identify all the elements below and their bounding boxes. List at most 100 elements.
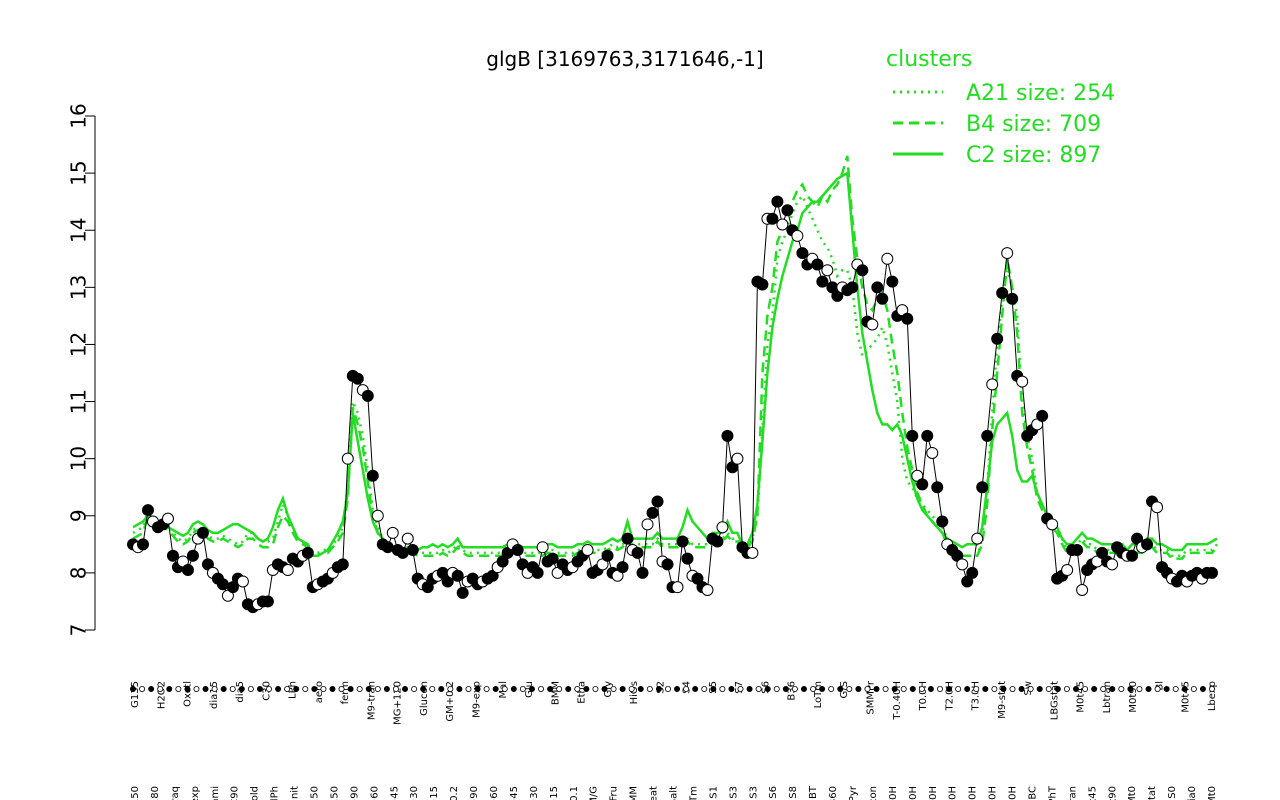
x-marker [955, 686, 962, 693]
x-marker [157, 686, 164, 693]
x-marker [374, 686, 381, 693]
x-marker [610, 686, 617, 693]
x-marker [1154, 686, 1161, 693]
x-marker [601, 686, 608, 693]
x-marker [492, 686, 499, 693]
x-marker [737, 686, 744, 693]
x-marker [973, 686, 980, 693]
x-marker [1181, 686, 1188, 693]
x-marker [275, 686, 282, 693]
x-marker [302, 686, 309, 693]
legend-label: A21 size: 254 [966, 81, 1115, 106]
data-point [371, 509, 384, 522]
data-point [811, 258, 824, 271]
x-marker [365, 686, 372, 693]
data-point [721, 429, 734, 442]
data-point [671, 581, 684, 594]
data-point [816, 275, 829, 288]
x-tick-label: M40t90 [1107, 786, 1118, 800]
x-marker [683, 686, 690, 693]
x-tick-label: MG+45 [389, 786, 400, 800]
x-marker [1209, 686, 1216, 693]
data-point [236, 575, 249, 588]
x-tick-label: T-0.40H [908, 786, 919, 800]
x-marker [238, 686, 245, 693]
x-tick-label: Lbstat [1147, 786, 1158, 800]
x-marker [1036, 686, 1043, 693]
data-point [971, 532, 984, 545]
data-point [181, 564, 194, 577]
x-tick-label: Oxctl [183, 681, 194, 707]
data-point [1036, 409, 1049, 422]
y-tick-label: 10 [67, 446, 91, 471]
data-point [1206, 566, 1218, 579]
data-point [581, 544, 594, 557]
x-marker [1027, 686, 1034, 693]
x-tick-label: MG+15 [429, 786, 440, 800]
x-tick-label: T-1.40H [888, 786, 899, 800]
x-tick-label: MG+60 [369, 786, 380, 800]
x-marker [1127, 686, 1134, 693]
x-marker [256, 686, 263, 693]
x-tick-label: S1 [708, 786, 719, 799]
x-tick-label: LBGexp [190, 786, 201, 800]
data-point [821, 264, 834, 277]
data-point [1106, 558, 1119, 571]
x-marker [628, 686, 635, 693]
x-tick-label: T-0.40H [892, 681, 903, 721]
x-tick-label: LBGtran [1067, 786, 1078, 800]
x-marker [918, 686, 925, 693]
x-marker [692, 686, 699, 693]
x-tick-label: GM+15 [549, 786, 560, 800]
x-tick-label: MG+30 [409, 786, 420, 800]
data-point [781, 204, 794, 217]
y-tick-label: 8 [67, 567, 91, 580]
data-point [856, 264, 869, 277]
x-tick-label: GM+30 [529, 786, 540, 800]
x-marker [873, 686, 880, 693]
data-point [871, 281, 884, 294]
x-marker [1000, 686, 1007, 693]
legend-label: C2 size: 897 [966, 143, 1101, 168]
y-tick-label: 15 [67, 160, 91, 185]
x-tick-label: T5.0H [1008, 786, 1019, 800]
x-marker [1199, 686, 1206, 693]
x-tick-label: nit [290, 786, 301, 799]
x-tick-label: T0.0H [918, 681, 929, 712]
data-point [796, 247, 809, 260]
x-marker [1054, 686, 1061, 693]
x-marker [392, 686, 399, 693]
data-point [366, 469, 379, 482]
data-point [731, 452, 744, 465]
x-tick-label: SMMPr [866, 680, 877, 714]
x-tick-label: M9-stat [997, 681, 1008, 719]
x-tick-label: M9-exp [471, 681, 482, 718]
data-point [196, 526, 209, 539]
x-tick-label: MG-0.2 [449, 786, 460, 800]
x-tick-label: GM+0.2 [445, 681, 456, 722]
data-point [381, 541, 394, 554]
x-marker [882, 686, 889, 693]
x-tick-label: MG+150 [329, 786, 340, 800]
x-tick-label: C90 [230, 786, 241, 800]
x-marker [746, 686, 753, 693]
x-marker [293, 686, 300, 693]
x-marker [701, 686, 708, 693]
data-point [651, 495, 664, 508]
data-point [631, 546, 644, 559]
data-point [216, 578, 229, 591]
x-tick-label: B60 [828, 786, 839, 800]
x-tick-label: LPhT [1047, 785, 1058, 800]
x-tick-label: T2.0H [944, 681, 955, 712]
x-marker [429, 686, 436, 693]
data-point [996, 287, 1009, 300]
data-point [1001, 247, 1014, 260]
x-marker [547, 686, 554, 693]
data-point [281, 564, 294, 577]
x-tick-label: BMM [550, 681, 561, 705]
x-tick-label: GM-0.1 [569, 786, 580, 800]
x-marker [411, 686, 418, 693]
y-tick-label: 14 [67, 217, 91, 242]
x-marker [1190, 686, 1197, 693]
